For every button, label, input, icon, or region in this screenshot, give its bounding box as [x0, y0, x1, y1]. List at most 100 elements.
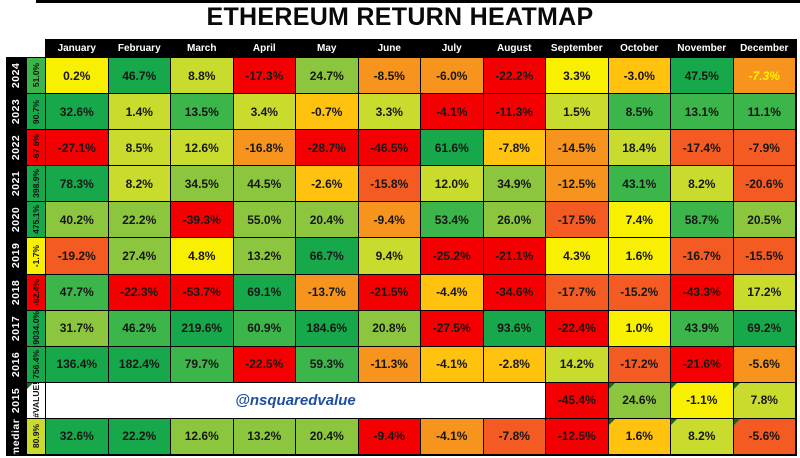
heatmap-cell: 69.1% [233, 274, 295, 310]
heatmap-cell: -21.5% [358, 274, 420, 310]
heatmap-cell: 32.6% [46, 94, 108, 130]
month-header: April [233, 39, 295, 57]
yearly-return-cell: 475.1% [27, 202, 45, 238]
heatmap-cell: 24.7% [296, 58, 358, 94]
heatmap-cell: 182.4% [108, 346, 170, 382]
heatmap-cell: -16.8% [233, 130, 295, 166]
year-label: 2023 [6, 94, 26, 130]
heatmap-cell: 8.2% [671, 166, 733, 202]
heatmap-cell: -27.1% [46, 130, 108, 166]
yearly-return-cell: 51.0% [27, 58, 45, 94]
heatmap-cell: 12.6% [171, 418, 233, 454]
heatmap-cell: 22.2% [108, 418, 170, 454]
yearly-return-value: 756.4% [30, 349, 41, 379]
heatmap-cell: 12.6% [171, 130, 233, 166]
heatmap-cell: -34.6% [483, 274, 545, 310]
heatmap-cell: -21.1% [483, 238, 545, 274]
heatmap-cell: -1.1% [671, 382, 733, 418]
month-header: February [108, 39, 170, 57]
heatmap-cell: 46.7% [108, 58, 170, 94]
heatmap-grid: January February March April May June July Augu… [6, 39, 797, 456]
year-label: 2019 [6, 238, 26, 274]
heatmap-cell: 7.4% [608, 202, 670, 238]
yearly-return-value: -82.4% [30, 278, 41, 306]
heatmap-cell: 8.2% [108, 166, 170, 202]
yearly-return-value: 90.7% [30, 99, 41, 124]
heatmap-cell: -7.8% [483, 130, 545, 166]
yearly-return-value: 475.1% [30, 205, 41, 235]
heatmap-cell: 8.5% [608, 94, 670, 130]
heatmap-cell: -15.5% [733, 238, 795, 274]
heatmap-cell: 3.3% [546, 58, 608, 94]
heatmap-cell: 4.8% [171, 238, 233, 274]
page-title: ETHEREUM RETURN HEATMAP [206, 3, 594, 31]
cell-corner-marker [671, 382, 677, 389]
year-label: 2024 [6, 58, 26, 94]
cell-corner-marker [733, 418, 740, 425]
heatmap-cell: 17.2% [733, 274, 795, 310]
heatmap-cell: -7.9% [733, 130, 795, 166]
heatmap-cell: -45.4% [546, 382, 608, 418]
heatmap-cell: 18.4% [608, 130, 670, 166]
cell-corner-marker [733, 382, 740, 389]
year-label: median [6, 418, 26, 454]
heatmap-cell: 43.9% [671, 310, 733, 346]
year-label: 2017 [6, 310, 26, 346]
heatmap-cell: 13.2% [233, 238, 295, 274]
heatmap-cell: -9.4% [358, 418, 420, 454]
heatmap-cell: 27.4% [108, 238, 170, 274]
heatmap-cell: 0.2% [46, 58, 108, 94]
heatmap-cell: -22.2% [483, 58, 545, 94]
heatmap-cell: 66.7% [296, 238, 358, 274]
heatmap-cell: -2.6% [296, 166, 358, 202]
year-label: 2018 [6, 274, 26, 310]
heatmap-cell: 13.5% [171, 94, 233, 130]
heatmap-cell: -3.0% [608, 58, 670, 94]
heatmap-cell: 55.0% [233, 202, 295, 238]
heatmap-cell: -4.4% [421, 274, 483, 310]
yearly-return-cell: -1.7% [27, 238, 45, 274]
month-header: November [671, 39, 733, 57]
yearly-return-value: -1.7% [30, 244, 41, 268]
heatmap-cell: 4.3% [546, 238, 608, 274]
month-header: August [483, 39, 545, 57]
heatmap-cell: 24.6% [608, 382, 670, 418]
heatmap-cell: 43.1% [608, 166, 670, 202]
watermark: @nsquaredvalue [46, 382, 545, 418]
yearly-return-value: 80.9% [30, 424, 41, 449]
heatmap-cell: -9.4% [358, 202, 420, 238]
heatmap-cell: 31.7% [46, 310, 108, 346]
yearly-return-cell: 9034.0% [27, 310, 45, 346]
heatmap-cell: 34.9% [483, 166, 545, 202]
heatmap-cell: -25.2% [421, 238, 483, 274]
month-header: March [171, 39, 233, 57]
heatmap-cell: -20.6% [733, 166, 795, 202]
yearly-return-cell: -82.4% [27, 274, 45, 310]
heatmap-cell: 32.6% [46, 418, 108, 454]
yearly-return-value: 9034.0% [30, 311, 41, 345]
heatmap-cell: -22.5% [233, 346, 295, 382]
heatmap-cell: 13.2% [233, 418, 295, 454]
heatmap-cell: -53.7% [171, 274, 233, 310]
month-header: July [421, 39, 483, 57]
heatmap-cell: 12.0% [421, 166, 483, 202]
heatmap-cell: 219.6% [171, 310, 233, 346]
month-header: June [358, 39, 420, 57]
yearly-return-cell: #VALUE! [27, 382, 45, 418]
heatmap-cell: 3.3% [358, 94, 420, 130]
heatmap-cell: 13.1% [671, 94, 733, 130]
month-header: January [46, 39, 108, 57]
heatmap-cell: 44.5% [233, 166, 295, 202]
year-label: 2021 [6, 166, 26, 202]
heatmap-cell: -7.3% [733, 58, 795, 94]
month-header: October [608, 39, 670, 57]
heatmap-cell: 1.4% [108, 94, 170, 130]
cell-corner-marker [671, 418, 677, 425]
heatmap-cell: 14.2% [546, 346, 608, 382]
heatmap-cell: -21.6% [671, 346, 733, 382]
year-label: 2020 [6, 202, 26, 238]
heatmap-cell: 59.3% [296, 346, 358, 382]
heatmap-cell: 58.7% [671, 202, 733, 238]
heatmap-cell: -5.6% [733, 346, 795, 382]
heatmap-cell: 20.4% [296, 418, 358, 454]
